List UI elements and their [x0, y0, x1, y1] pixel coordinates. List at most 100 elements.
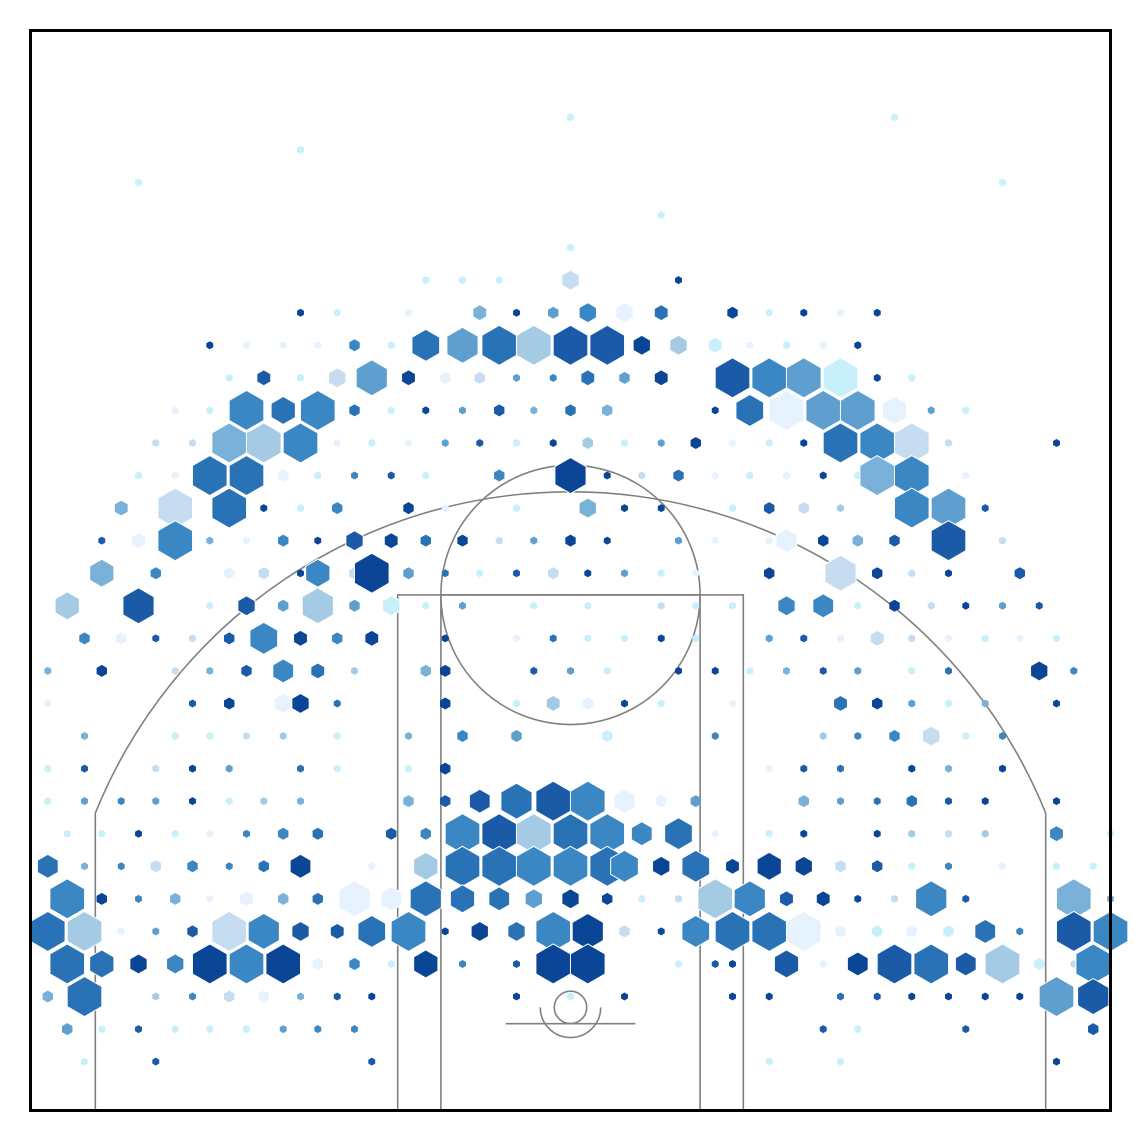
- hexbin-mark: [228, 389, 265, 431]
- hexbin-mark: [773, 949, 800, 979]
- hexbin-mark: [382, 595, 401, 617]
- hexbin-mark: [824, 554, 857, 592]
- hexbin-mark: [355, 359, 388, 397]
- hexbin-mark: [981, 504, 989, 513]
- hexbin-mark: [117, 862, 125, 871]
- hexbin-mark: [908, 829, 916, 838]
- hexbin-mark: [530, 536, 538, 545]
- hexbin-mark: [270, 395, 296, 425]
- hexbin-mark: [962, 1025, 970, 1034]
- hexbin-mark: [876, 943, 913, 985]
- hexbin-mark: [351, 666, 358, 675]
- hexbin-mark: [621, 569, 628, 578]
- hexbin-mark: [945, 764, 952, 773]
- hexbin-mark: [1038, 975, 1075, 1018]
- hexbin-mark: [768, 389, 805, 431]
- hexbin-mark: [725, 857, 740, 875]
- hexbin-mark: [135, 178, 142, 187]
- hexbin-mark: [1035, 601, 1043, 610]
- hexbin-mark: [122, 587, 155, 625]
- hexbin-mark: [690, 795, 701, 808]
- hexbin-mark: [49, 943, 86, 985]
- hexbin-mark: [554, 456, 587, 495]
- hexbin-mark: [765, 438, 773, 447]
- hexbin-mark: [403, 795, 414, 808]
- hexbin-mark: [711, 666, 719, 675]
- hexbin-mark: [619, 925, 630, 938]
- hexbin-mark: [1053, 1057, 1060, 1066]
- hexbin-mark: [565, 534, 576, 547]
- hexbin-mark: [711, 732, 719, 741]
- hexbin-mark: [999, 862, 1006, 871]
- hexbin-mark: [729, 699, 736, 708]
- hexbin-mark: [206, 406, 214, 415]
- hexbin-mark: [927, 406, 935, 415]
- hexbin-mark: [1014, 567, 1025, 580]
- hexbin-mark: [243, 829, 250, 838]
- hexbin-mark: [333, 992, 341, 1001]
- hexbin-mark: [945, 797, 952, 806]
- hexbin-mark: [171, 471, 179, 480]
- hexbin-mark: [225, 797, 233, 806]
- hexbin-mark: [800, 308, 808, 317]
- hexbin-mark: [638, 471, 646, 480]
- hexbin-mark: [549, 438, 557, 447]
- hexbin-mark: [314, 471, 322, 480]
- hexbin-mark: [729, 504, 736, 513]
- hexbin-mark: [260, 504, 268, 513]
- hexbin-mark: [189, 438, 196, 447]
- hexbin-mark: [711, 406, 719, 415]
- hexbin-mark: [777, 595, 796, 617]
- hexbin-mark: [152, 634, 160, 643]
- hexbin-mark: [945, 438, 952, 447]
- hexbin-mark: [619, 371, 630, 384]
- hexbin-mark: [351, 471, 358, 480]
- hexbin-mark: [837, 764, 844, 773]
- hexbin-mark: [756, 851, 782, 881]
- hexbin-mark: [1016, 634, 1024, 643]
- hexbin-mark: [872, 860, 883, 873]
- hexbin-mark: [1089, 862, 1097, 871]
- hexbin-mark: [66, 910, 103, 952]
- hexbin-mark: [1053, 699, 1060, 708]
- hexbin-mark: [422, 406, 430, 415]
- hexbin-mark: [405, 764, 412, 773]
- hexbin-mark: [206, 601, 214, 610]
- hexbin-mark: [839, 389, 876, 431]
- hexbin-mark: [908, 764, 916, 773]
- hexbin-mark: [44, 666, 52, 675]
- hexbin-mark: [274, 692, 293, 715]
- hexbin-mark: [711, 959, 719, 968]
- hexbin-mark: [765, 764, 773, 773]
- hexbin-mark: [692, 569, 700, 578]
- restricted-area-arc: [539, 1007, 602, 1039]
- hexbin-mark: [206, 894, 214, 903]
- hexbin-mark: [301, 587, 334, 625]
- hexbin-mark: [765, 829, 773, 838]
- hexbin-mark: [974, 918, 997, 944]
- hexbin-mark: [403, 502, 414, 515]
- hexbin-mark: [494, 404, 505, 417]
- hexbin-mark: [279, 732, 287, 741]
- hexbin-mark: [386, 827, 397, 840]
- hexbin-mark: [783, 341, 790, 350]
- hexbin-mark: [681, 849, 711, 883]
- hexbin-mark: [314, 1025, 322, 1034]
- hexbin-mark: [387, 406, 395, 415]
- hexbin-mark: [191, 943, 228, 985]
- hexbin-mark: [187, 925, 198, 938]
- hexbin-mark: [657, 927, 665, 936]
- hexbin-mark: [49, 878, 86, 920]
- hexbin-mark: [582, 436, 593, 449]
- hexbin-mark: [206, 1025, 214, 1034]
- hexbin-mark: [513, 634, 520, 643]
- hexbin-mark: [819, 732, 827, 741]
- hexbin-mark: [468, 788, 491, 814]
- hexbin-mark: [413, 949, 439, 979]
- hexbin-mark: [116, 632, 127, 645]
- hexbin-mark: [135, 471, 142, 480]
- hexbin-mark: [206, 829, 214, 838]
- hexbin-mark: [819, 959, 827, 968]
- hexbin-mark: [999, 536, 1006, 545]
- hexbin-mark: [567, 992, 574, 1001]
